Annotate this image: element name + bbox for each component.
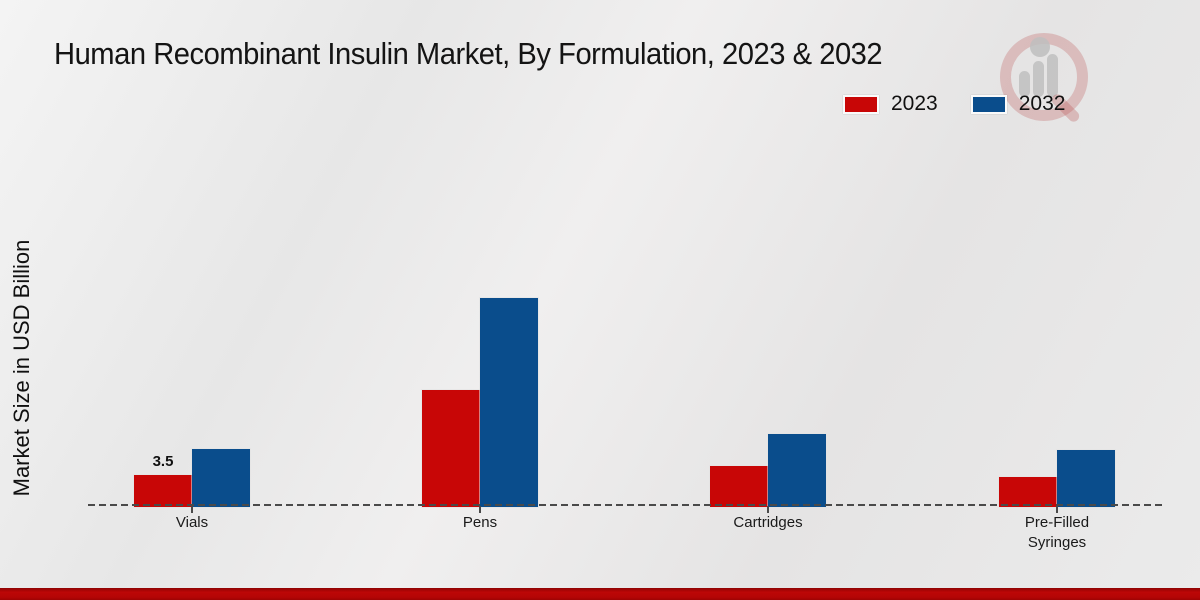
category-label-pre-filled-syringes: Pre-Filled Syringes [1024, 514, 1090, 552]
legend: 2023 2032 [843, 92, 1065, 116]
x-axis-tick [191, 506, 193, 513]
y-axis-label: Market Size in USD Billion [9, 239, 34, 497]
logo-bar-icon [1047, 54, 1058, 97]
bar-2023-pens [422, 390, 480, 507]
logo-bar-icon [1019, 71, 1030, 97]
category-label-cartridges: Cartridges [733, 514, 803, 531]
x-axis-tick [767, 506, 769, 513]
x-axis-tick [1056, 506, 1058, 513]
legend-item-2032: 2032 [970, 92, 1066, 116]
bar-2032-vials [192, 449, 250, 507]
category-label-vials: Vials [175, 514, 209, 531]
x-axis-tick [479, 506, 481, 513]
category-label-pens: Pens [462, 514, 498, 531]
bar-2032-cartridges [768, 434, 826, 507]
footer-accent-bar [0, 588, 1200, 600]
brand-watermark-logo [1000, 33, 1090, 128]
legend-item-2023: 2023 [843, 92, 938, 116]
legend-label: 2032 [1018, 92, 1066, 115]
bar-2032-pre-filled-syringes [1057, 450, 1115, 507]
bar-value-label: 3.5 [152, 453, 174, 470]
x-axis-dashed-line [88, 504, 1163, 506]
person-head-icon [1030, 37, 1050, 57]
legend-swatch-2032 [970, 94, 1007, 114]
logo-bar-icon [1033, 61, 1044, 97]
bar-2023-vials [134, 475, 192, 507]
bar-2032-pens [480, 298, 538, 507]
legend-label: 2023 [891, 92, 938, 115]
bar-2023-pre-filled-syringes [999, 477, 1057, 507]
chart-title: Human Recombinant Insulin Market, By For… [54, 36, 883, 71]
bar-2023-cartridges [710, 466, 768, 507]
legend-swatch-2023 [843, 94, 879, 114]
